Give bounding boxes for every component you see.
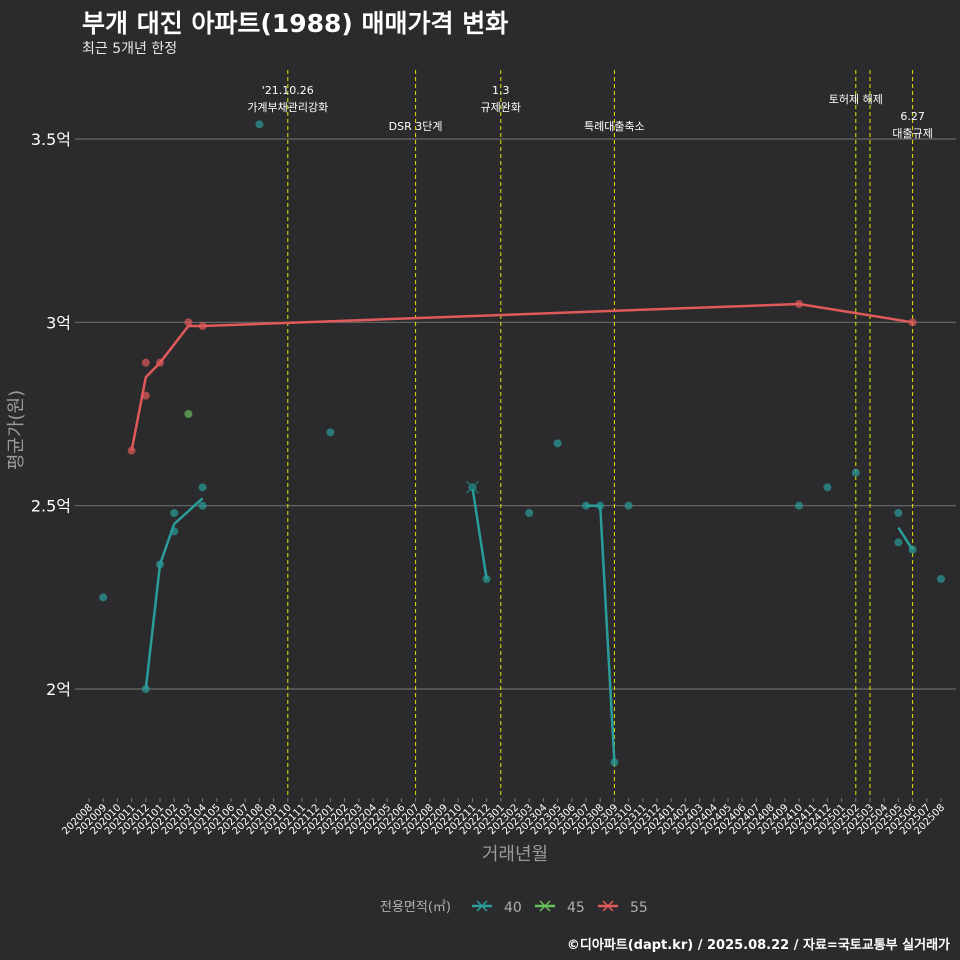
data-point-40 [170,509,179,517]
data-point-40 [937,575,945,583]
legend-label-45: 45 [567,900,585,916]
data-point-40 [170,527,179,536]
data-point-55 [156,358,164,367]
legend-label-40: 40 [504,900,522,916]
event-label: 6.27 [900,110,925,123]
event-label: '21.10.26 [262,84,314,97]
data-point-40 [326,428,335,437]
x-axis-title: 거래년월 [482,844,548,865]
data-point-40 [156,560,164,569]
event-label: 대출규제 [892,127,932,140]
point-cross-marker [465,480,479,494]
legend-title: 전용면적(㎡) [380,900,451,915]
event-label: 규제완화 [481,101,521,114]
data-point-40 [553,439,562,448]
y-tick-label: 2억 [46,680,71,699]
data-point-40 [795,501,803,510]
data-point-40 [610,758,619,767]
data-point-40 [908,545,917,554]
data-point-40 [525,509,534,517]
data-point-40 [255,120,264,129]
data-point-55 [141,358,150,367]
event-label: 특례대출축소 [584,120,645,133]
y-tick-label: 3.5억 [31,130,71,149]
series-line-40 [144,497,204,690]
event-label: 1.3 [492,84,510,97]
data-point-55 [127,446,136,455]
data-point-55 [184,318,193,327]
legend-cross-55 [602,900,614,912]
event-label: 가계부채관리강화 [247,101,328,114]
source-caption: ©디아파트(dapt.kr) / 2025.08.22 / 자료=국토교통부 실… [566,938,950,953]
y-tick-label: 2.5억 [31,497,71,516]
data-point-40 [624,501,633,510]
data-point-40 [582,501,590,510]
data-point-55 [908,318,917,327]
data-point-40 [823,483,832,492]
series-line-55 [130,302,913,451]
series-line-40 [897,527,914,551]
data-point-55 [795,300,803,308]
data-point-40 [482,575,491,583]
data-point-40 [198,483,207,492]
data-point-55 [198,322,207,330]
legend-cross-45 [539,900,551,912]
data-point-55 [141,391,150,400]
y-tick-label: 3억 [46,313,71,332]
event-label: 토허제 해제 [829,92,883,106]
chart-title: 부개 대진 아파트(1988) 매매가격 변화 [82,9,509,38]
y-axis-title: 평균가(원) [6,390,27,470]
data-point-40 [198,501,207,510]
data-point-40 [894,509,903,517]
data-point-40 [851,468,860,477]
chart-subtitle: 최근 5개년 한정 [82,41,178,57]
data-point-40 [99,593,108,602]
data-point-40 [894,538,903,547]
series-line-40 [586,504,616,763]
legend-cross-40 [476,900,488,912]
legend-label-55: 55 [630,900,648,916]
data-point-45 [184,410,193,418]
data-point-40 [141,685,150,693]
event-label: DSR 3단계 [389,120,443,133]
data-point-40 [596,501,605,510]
series-line-40 [471,487,488,580]
